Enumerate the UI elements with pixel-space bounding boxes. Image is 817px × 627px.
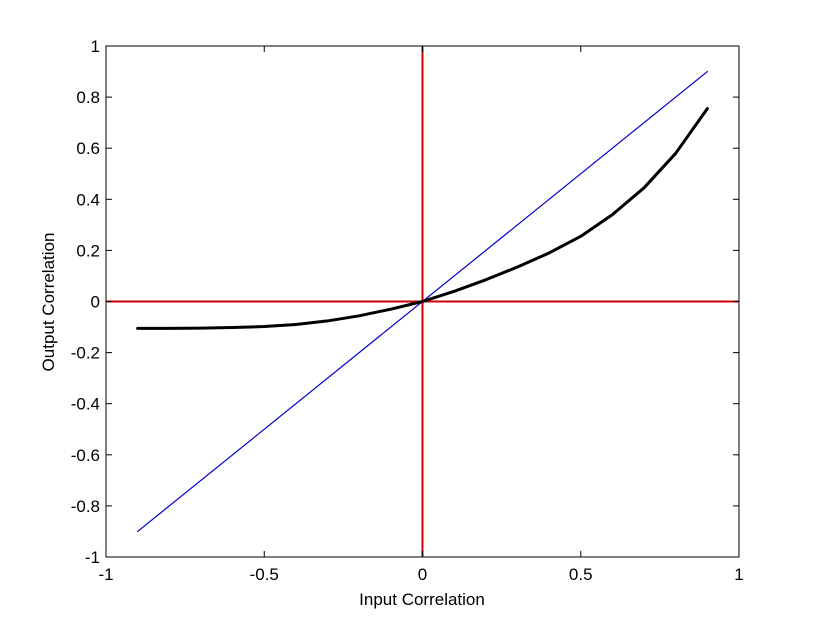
y-tick-label: 0.8 bbox=[76, 88, 100, 107]
plot-area: -1 -0.5 0 0.5 1 -1 -0.8 -0.6 -0.4 -0.2 0 0.2 0.4 0.6… bbox=[71, 37, 744, 584]
x-tick-label: -1 bbox=[98, 565, 113, 584]
x-axis-ticks: -1 -0.5 0 0.5 1 bbox=[98, 46, 744, 584]
y-tick-label: 0.2 bbox=[76, 241, 100, 260]
y-tick-label: -0.2 bbox=[71, 344, 100, 363]
y-axis-ticks: -1 -0.8 -0.6 -0.4 -0.2 0 0.2 0.4 0.6 0.8 1 bbox=[71, 37, 739, 567]
x-tick-label: -0.5 bbox=[250, 565, 279, 584]
y-tick-label: -1 bbox=[85, 548, 100, 567]
y-tick-label: -0.6 bbox=[71, 446, 100, 465]
y-tick-label: -0.8 bbox=[71, 497, 100, 516]
series-line-2 bbox=[136, 107, 709, 330]
x-tick-label: 0 bbox=[418, 565, 427, 584]
y-tick-label: -0.4 bbox=[71, 395, 100, 414]
x-tick-label: 0.5 bbox=[569, 565, 593, 584]
y-axis-title: Output Correlation bbox=[39, 233, 58, 372]
x-axis-title: Input Correlation bbox=[359, 590, 485, 609]
y-tick-label: 0 bbox=[91, 293, 100, 312]
y-tick-label: 0.4 bbox=[76, 190, 100, 209]
x-tick-label: 1 bbox=[734, 565, 743, 584]
y-tick-label: 1 bbox=[91, 37, 100, 56]
series-layer bbox=[136, 70, 709, 533]
y-tick-label: 0.6 bbox=[76, 139, 100, 158]
